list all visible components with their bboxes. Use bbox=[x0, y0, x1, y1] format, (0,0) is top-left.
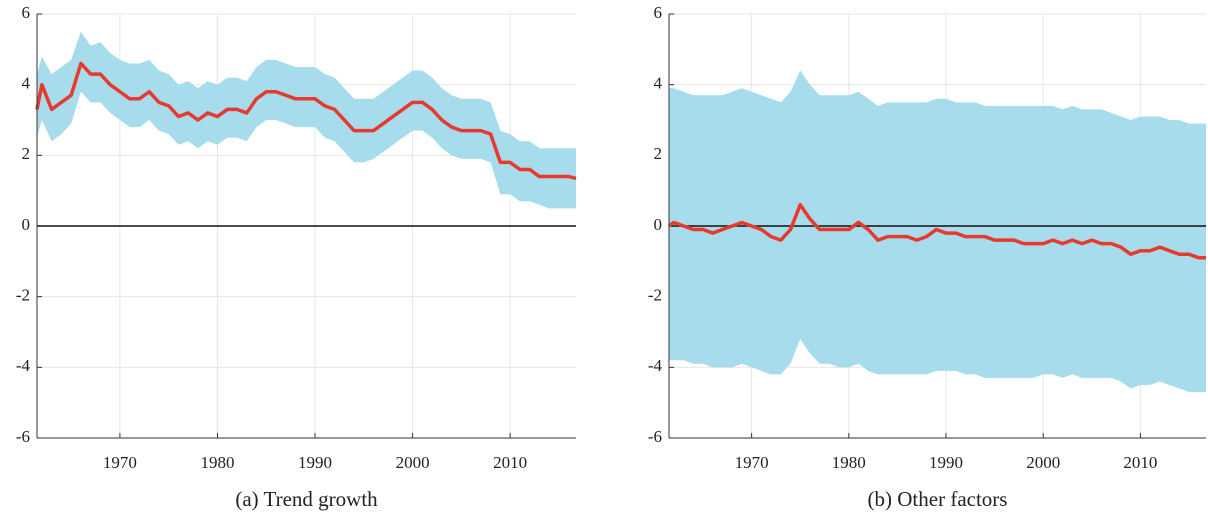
x-tick-label: 2000 bbox=[1026, 453, 1060, 472]
y-tick-label: 0 bbox=[22, 215, 31, 234]
median-line bbox=[35, 61, 577, 181]
y-tick-label: -2 bbox=[648, 286, 662, 305]
y-tick-label: 0 bbox=[654, 215, 663, 234]
y-tick-label: 6 bbox=[654, 3, 663, 22]
confidence-band bbox=[37, 31, 576, 209]
panel: -6 -4 -2 0 2 4 6 1970 1980 1990 2000 2010 (b) Other … bbox=[648, 3, 1206, 511]
y-tick-label: -6 bbox=[648, 427, 662, 446]
y-tick-label: 2 bbox=[22, 144, 31, 163]
x-tick-label: 1970 bbox=[735, 453, 769, 472]
panel: -6 -4 -2 0 2 4 6 1970 1980 1990 2000 2010 (a) Trend … bbox=[16, 3, 577, 511]
x-tick-label: 1990 bbox=[298, 453, 332, 472]
y-tick-label: 6 bbox=[22, 3, 31, 22]
y-tick-label: -2 bbox=[16, 286, 30, 305]
x-tick-label: 2010 bbox=[1123, 453, 1157, 472]
x-tick-label: 1970 bbox=[103, 453, 137, 472]
y-tick-label: 4 bbox=[22, 74, 31, 93]
x-tick-label: 2010 bbox=[493, 453, 527, 472]
caption: (a) Trend growth bbox=[235, 487, 378, 511]
y-tick-label: -4 bbox=[648, 356, 663, 375]
y-tick-label: 4 bbox=[654, 74, 663, 93]
y-tick-label: 2 bbox=[654, 144, 663, 163]
median-line bbox=[667, 203, 1206, 260]
x-tick-label: 1990 bbox=[929, 453, 963, 472]
x-tick-label: 1980 bbox=[832, 453, 866, 472]
y-tick-label: -4 bbox=[16, 356, 31, 375]
x-tick-label: 2000 bbox=[396, 453, 430, 472]
x-tick-label: 1980 bbox=[200, 453, 234, 472]
caption: (b) Other factors bbox=[868, 487, 1008, 511]
y-tick-label: -6 bbox=[16, 427, 30, 446]
